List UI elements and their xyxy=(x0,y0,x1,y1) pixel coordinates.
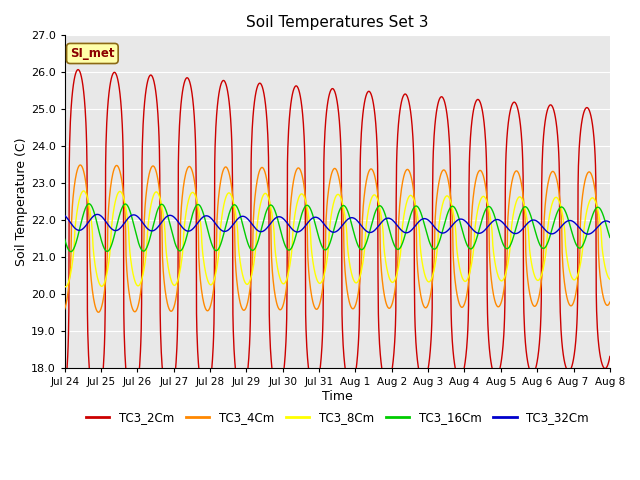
Y-axis label: Soil Temperature (C): Soil Temperature (C) xyxy=(15,137,28,266)
X-axis label: Time: Time xyxy=(322,390,353,403)
Legend: TC3_2Cm, TC3_4Cm, TC3_8Cm, TC3_16Cm, TC3_32Cm: TC3_2Cm, TC3_4Cm, TC3_8Cm, TC3_16Cm, TC3… xyxy=(81,407,594,429)
Title: Soil Temperatures Set 3: Soil Temperatures Set 3 xyxy=(246,15,429,30)
Text: SI_met: SI_met xyxy=(70,47,115,60)
